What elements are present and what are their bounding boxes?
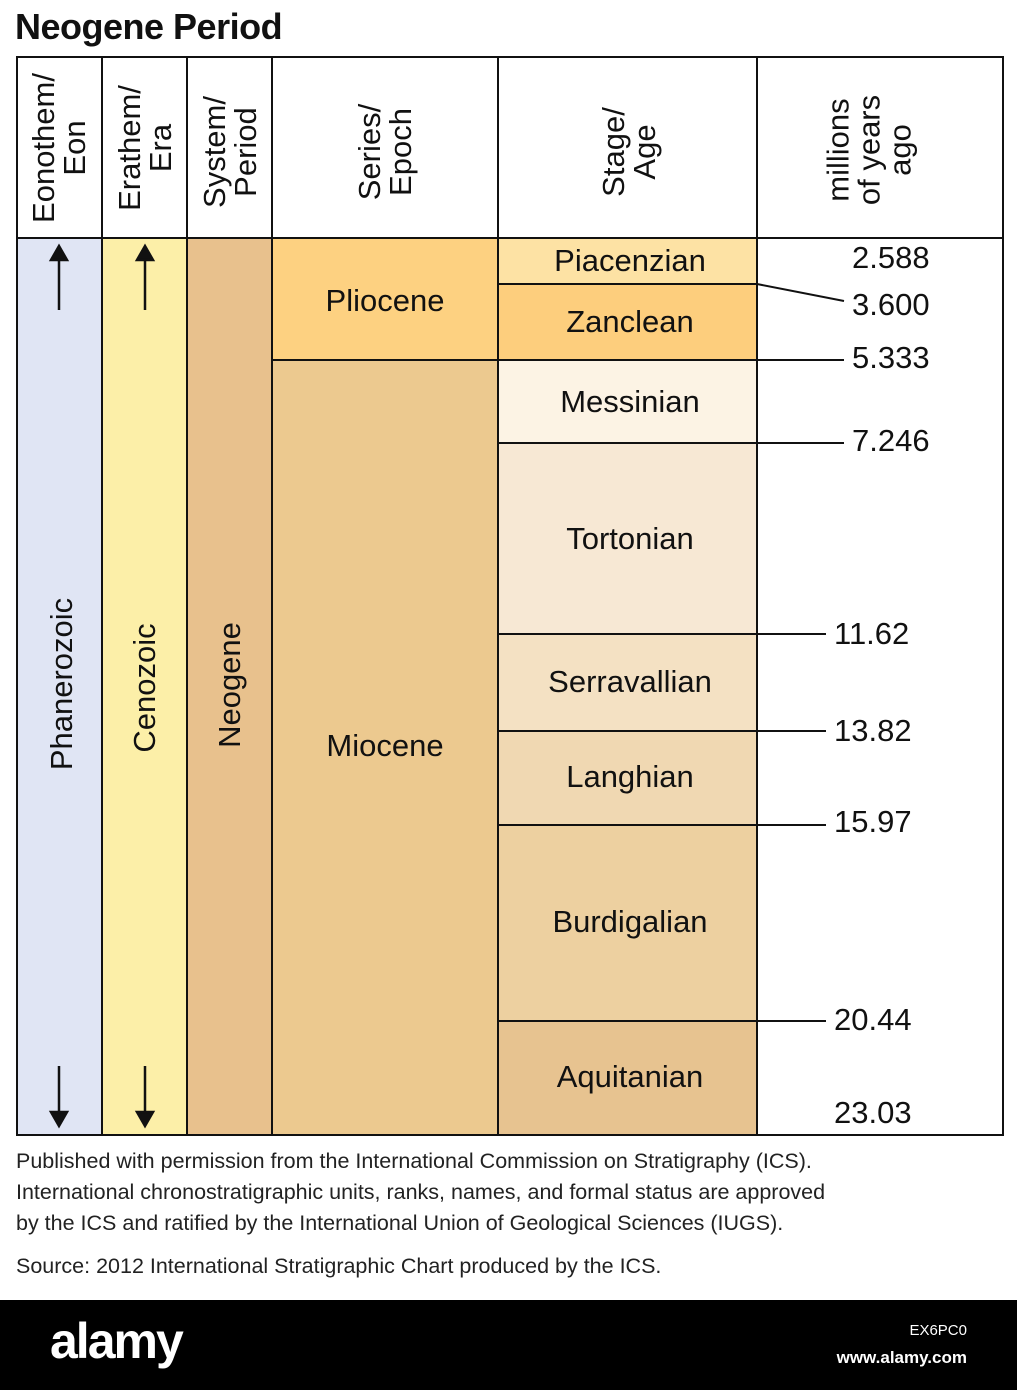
divider [101, 56, 103, 1136]
age-value: 15.97 [834, 804, 912, 839]
duration-arrows [48, 243, 156, 1129]
stage-label: Messinian [560, 384, 700, 419]
stage-label: Tortonian [566, 521, 694, 556]
age-value: 5.333 [852, 340, 930, 375]
alamy-logo: alamy [50, 1313, 184, 1369]
age-value: 23.03 [834, 1095, 912, 1130]
eon-column [16, 238, 102, 1134]
boundary-line [498, 283, 845, 302]
stage-zanclean-cell [498, 284, 757, 360]
stage-messinian-cell [498, 360, 757, 443]
down-arrow-icon [48, 1110, 70, 1129]
stage-label: Langhian [566, 759, 694, 794]
divider [756, 56, 758, 1136]
divider [271, 56, 273, 1136]
footer-line: International chronostratigraphic units,… [16, 1180, 826, 1204]
age-value: 11.62 [834, 616, 910, 651]
stage-label: Burdigalian [552, 904, 708, 939]
epoch-boundary [272, 359, 498, 361]
epoch-pliocene-cell [272, 238, 498, 360]
divider [497, 56, 499, 1136]
header-divider [16, 237, 1004, 239]
stage-langhian-cell [498, 730, 757, 824]
era-column [102, 238, 187, 1134]
divider [186, 56, 188, 1136]
stage-piacenzian-cell [498, 238, 757, 284]
up-arrow-icon [134, 243, 156, 262]
stage-burdigalian-cell [498, 824, 757, 1020]
stage-label: Serravallian [548, 664, 712, 699]
footer-line: Published with permission from the Inter… [16, 1149, 812, 1173]
age-value: 20.44 [834, 1002, 912, 1037]
down-arrow-icon [134, 1110, 156, 1129]
stage-serravallian-cell [498, 633, 757, 730]
age-value: 2.588 [852, 240, 930, 275]
chart-title: Neogene Period [15, 6, 283, 47]
watermark-url: www.alamy.com [836, 1348, 967, 1367]
stage-tortonian-cell [498, 443, 757, 633]
boundary-lines [498, 283, 845, 1022]
stage-label: Zanclean [566, 304, 694, 339]
epoch-label: Pliocene [325, 283, 445, 318]
stage-aquitanian-cell [498, 1020, 757, 1134]
epoch-label: Miocene [326, 728, 444, 763]
epoch-miocene-cell [272, 360, 498, 1134]
image-id: EX6PC0 [909, 1322, 967, 1339]
stage-label: Aquitanian [556, 1059, 704, 1094]
stage-label: Piacenzian [554, 243, 706, 278]
watermark-bar: alamy EX6PC0 www.alamy.com [0, 1300, 1017, 1390]
age-value: 13.82 [834, 713, 912, 748]
permission-note: Published with permission from the Inter… [16, 1146, 825, 1239]
source-note: Source: 2012 International Stratigraphic… [16, 1254, 662, 1278]
up-arrow-icon [48, 243, 70, 262]
age-value: 7.246 [852, 423, 930, 458]
footer-line: by the ICS and ratified by the Internati… [16, 1211, 784, 1235]
period-column [187, 238, 272, 1134]
stratigraphic-chart: Eonothem/ Eon Erathem/ Era System/ Perio… [16, 56, 1004, 1136]
age-value: 3.600 [852, 287, 930, 322]
chart-border [16, 56, 1004, 1136]
